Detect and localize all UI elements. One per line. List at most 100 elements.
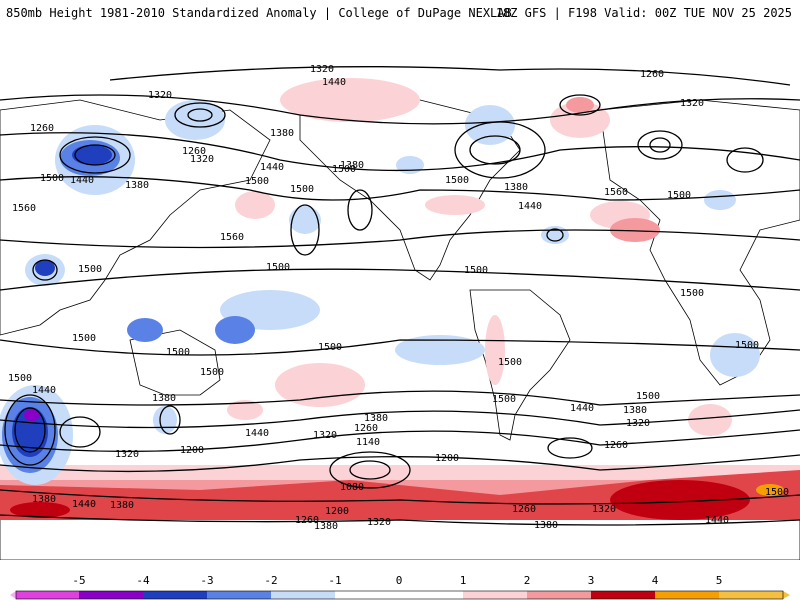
contour-label: 1500 — [72, 333, 96, 344]
contour-low — [329, 451, 411, 489]
contour-low — [649, 137, 671, 153]
colorbar-tick: 3 — [588, 574, 595, 587]
contour-low — [454, 121, 546, 179]
contour-label: 1500 — [332, 164, 356, 175]
model-valid-time: 18Z GFS | F198 Valid: 00Z TUE NOV 25 202… — [495, 6, 792, 20]
contour-label: 1200 — [435, 453, 459, 464]
anomaly-neg3 — [72, 145, 112, 165]
contour-low — [547, 437, 593, 459]
contour-label: 1500 — [200, 367, 224, 378]
contour-label: 1440 — [70, 175, 94, 186]
contour-label: 1500 — [765, 487, 789, 498]
colorbar-bin-pos2 — [527, 591, 591, 599]
contour-label: 1320 — [148, 90, 172, 101]
anomaly-neg1 — [465, 105, 515, 145]
colorbar-tick: -1 — [328, 574, 341, 587]
contour-label: 1500 — [318, 342, 342, 353]
colorbar-bin-pos1 — [463, 591, 527, 599]
colorbar-bin-neg5 — [16, 591, 79, 599]
contour-label: 1500 — [40, 173, 64, 184]
colorbar-ticks: -5 -4 -3 -2 -1 0 1 2 3 4 5 — [72, 574, 722, 587]
contour-label: 1260 — [295, 515, 319, 526]
anomaly-pos5 — [756, 484, 784, 496]
contour-low — [726, 147, 764, 173]
anomaly-neg2 — [127, 318, 163, 342]
contour-label: 1260 — [640, 69, 664, 80]
contour-label: 1560 — [220, 232, 244, 243]
colorbar-tick: -3 — [200, 574, 213, 587]
contour-line — [0, 514, 800, 526]
contour-label: 1320 — [592, 504, 616, 515]
contour-label: 1260 — [512, 504, 536, 515]
contour-label: 1260 — [30, 123, 54, 134]
colorbar-bin-neg2 — [207, 591, 271, 599]
anomaly-shading — [0, 78, 800, 520]
contour-label: 1380 — [340, 160, 364, 171]
colorbar-tick: 2 — [524, 574, 531, 587]
contour-line — [0, 94, 800, 125]
contour-label: 1260 — [354, 423, 378, 434]
anomaly-map: 1320 1260 1440 1320 1260 1380 1260 1320 … — [0, 40, 800, 560]
contour-label: 1560 — [12, 203, 36, 214]
anomaly-neg1 — [289, 206, 321, 234]
contour-label: 1380 — [364, 413, 388, 424]
colorbar-bin-neg1 — [271, 591, 335, 599]
anomaly-pos4 — [610, 480, 750, 520]
contour-low — [469, 135, 521, 165]
contour-label: 1200 — [180, 445, 204, 456]
contour-label: 1380 — [110, 500, 134, 511]
contour-low — [637, 130, 683, 160]
colorbar-tick: -4 — [136, 574, 150, 587]
contour-label: 1500 — [78, 264, 102, 275]
anomaly-pos1 — [280, 78, 420, 122]
anomaly-neg3 — [12, 407, 48, 457]
contour-line — [0, 339, 800, 356]
australia-coast — [129, 329, 221, 396]
contour-label: 1500 — [680, 288, 704, 299]
contour-label: 1320 — [190, 154, 214, 165]
contour-line — [0, 268, 800, 291]
contour-label: 1320 — [310, 64, 334, 75]
contour-label: 1500 — [492, 394, 516, 405]
anomaly-neg1 — [395, 335, 485, 365]
contour-label: 1500 — [8, 373, 32, 384]
anomaly-pos1 — [235, 191, 275, 219]
contour-label: 1380 — [152, 393, 176, 404]
contour-low — [187, 108, 213, 122]
contour-label: 1380 — [270, 128, 294, 139]
contour-high — [546, 228, 564, 242]
contour-label: 1500 — [464, 265, 488, 276]
contour-low — [559, 94, 601, 116]
colorbar: -5 -4 -3 -2 -1 0 1 2 3 4 5 — [10, 574, 790, 600]
anomaly-pos2 — [610, 218, 660, 242]
contour-label: 1320 — [313, 430, 337, 441]
contour-label: 1140 — [356, 437, 380, 448]
contour-label: 1440 — [72, 499, 96, 510]
contour-line — [0, 132, 800, 172]
contour-low — [59, 416, 101, 448]
contour-label: 1380 — [623, 405, 647, 416]
contour-label: 1080 — [340, 482, 364, 493]
contour-label: 1320 — [680, 98, 704, 109]
contour-label: 1560 — [604, 187, 628, 198]
anomaly-neg1 — [396, 156, 424, 174]
contour-low — [14, 407, 46, 453]
colorbar-bin-pos4 — [655, 591, 719, 599]
colorbar-tick: 1 — [460, 574, 467, 587]
contour-low — [59, 136, 131, 174]
contour-label: 1260 — [182, 146, 206, 157]
contour-low — [349, 460, 391, 480]
contour-label: 1380 — [314, 521, 338, 532]
contour-label: 1440 — [705, 515, 729, 526]
colorbar-swatches — [10, 590, 790, 600]
colorbar-tip-left — [10, 591, 16, 599]
contour-low — [347, 189, 373, 231]
anomaly-pos1 — [485, 315, 505, 385]
contour-label: 1500 — [636, 391, 660, 402]
contour-label: 1500 — [445, 175, 469, 186]
anomaly-neg1 — [704, 190, 736, 210]
contour-low — [159, 405, 181, 435]
colorbar-bin-pos3 — [591, 591, 655, 599]
contour-line — [0, 489, 800, 505]
anomaly-pos1 — [227, 400, 263, 420]
